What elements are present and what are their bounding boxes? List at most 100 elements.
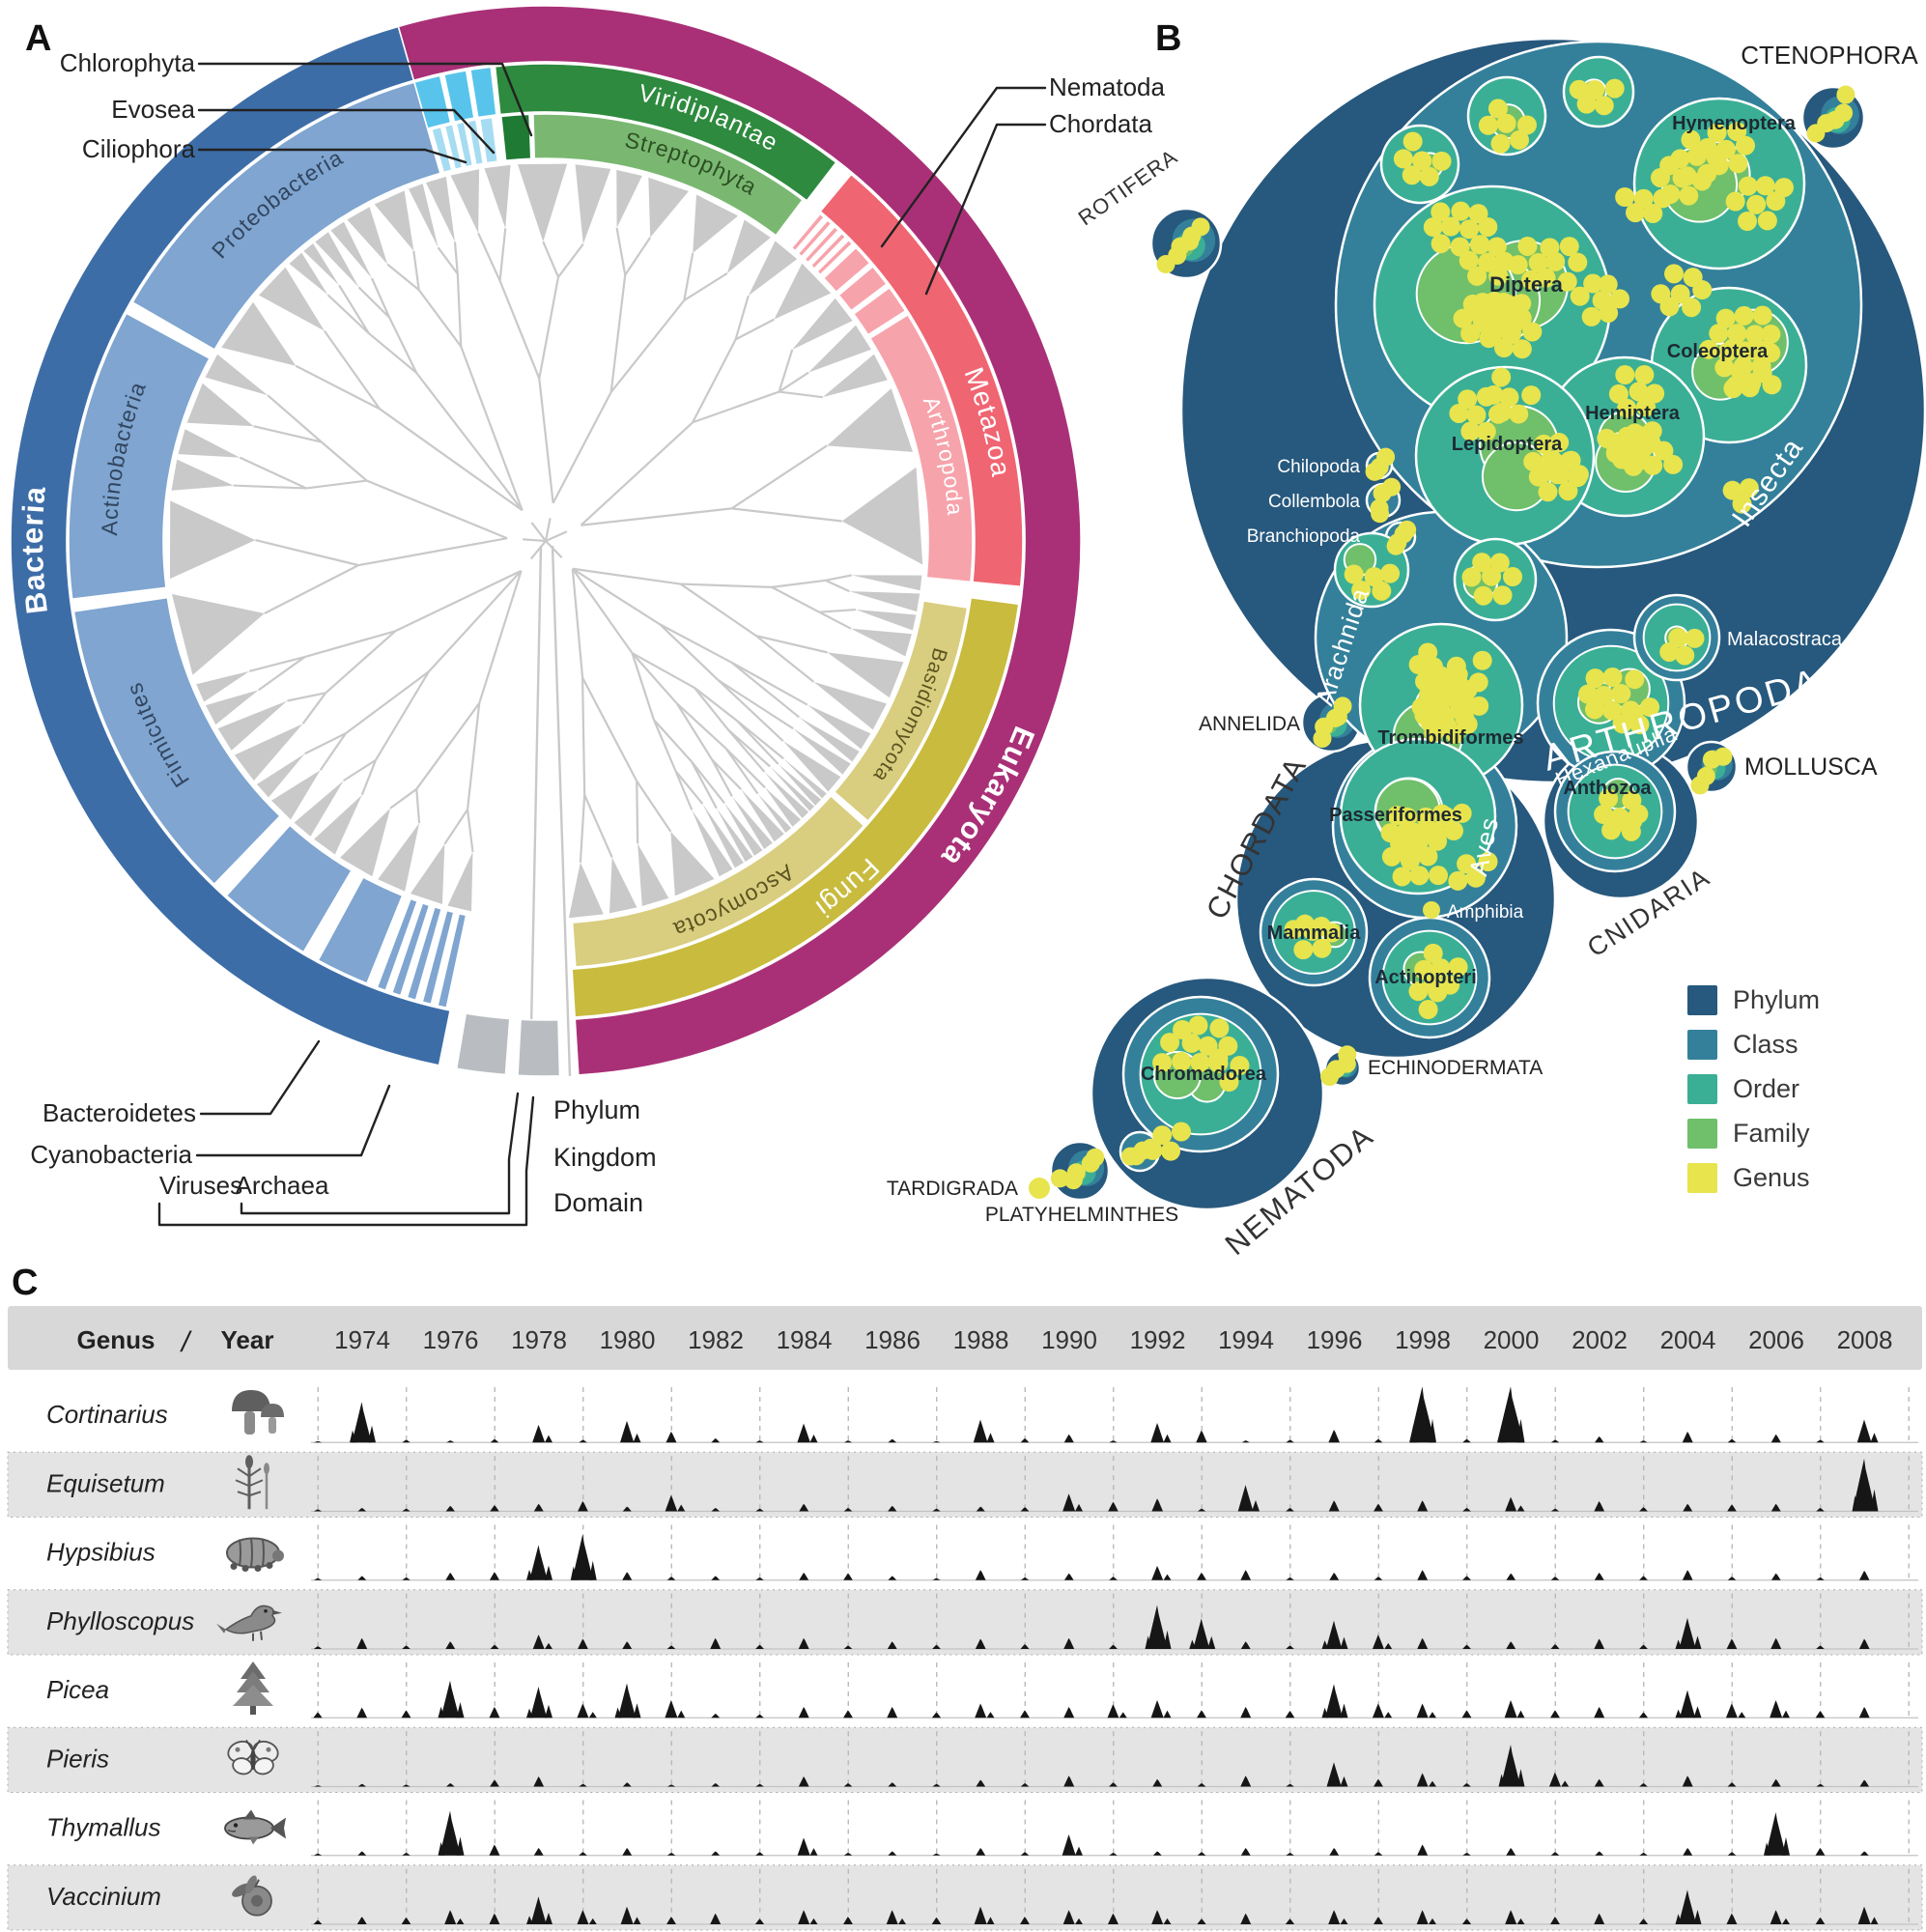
tree-branch (675, 702, 714, 761)
arc-protist-sliver (430, 126, 453, 174)
genus-dot (1423, 943, 1443, 963)
genus-dot (1602, 667, 1623, 687)
genus-dot (1418, 642, 1438, 663)
tree-clade (813, 681, 887, 730)
spike (1500, 1745, 1521, 1787)
label-Anthozoa: Anthozoa (1563, 778, 1652, 799)
spike (1815, 1711, 1826, 1719)
genus-dot (1496, 113, 1516, 133)
arc-Viruses (517, 1018, 561, 1077)
spike (1815, 1918, 1826, 1924)
tree-branch (478, 570, 523, 704)
series-Vaccinium (313, 1889, 1879, 1924)
genus-dot (1707, 123, 1727, 143)
spike (711, 1851, 721, 1856)
tree-clade (778, 764, 822, 806)
spike (888, 1576, 897, 1580)
tree-clade (827, 388, 914, 452)
spike-minor (1119, 1712, 1127, 1719)
callout-archaea: Archaea (236, 1171, 329, 1200)
spike-minor (438, 1706, 445, 1719)
spike (533, 1776, 545, 1787)
tree-branch (581, 676, 638, 782)
arc-Chordata (852, 286, 907, 336)
tree-branch (370, 277, 391, 319)
spike-minor (1075, 1846, 1083, 1856)
icon-tardigrade (226, 1537, 284, 1572)
tree-branch (368, 332, 417, 374)
spike (887, 1707, 898, 1719)
spike (1107, 1913, 1119, 1924)
genus-dot (1208, 1053, 1229, 1073)
spike (976, 1779, 986, 1787)
spike (1638, 1712, 1649, 1719)
genus-dot (1715, 139, 1736, 159)
genus-dot (1364, 567, 1384, 587)
arc-Cyanobacteria (317, 875, 404, 985)
spike (314, 1440, 323, 1443)
tree-clade (757, 793, 792, 834)
genus-dot (1372, 581, 1392, 601)
spike (1594, 1707, 1605, 1719)
tree-branch (477, 232, 501, 282)
tree-clade (294, 781, 344, 837)
genus-dot (1458, 389, 1478, 410)
arc-metazoa-sliver (815, 239, 854, 276)
spike (1286, 1577, 1294, 1580)
spike (578, 1638, 588, 1649)
genus-dot (1376, 447, 1396, 467)
tree-branch (338, 284, 370, 334)
spike-minor (1870, 1917, 1879, 1924)
tardigrade-icon-part (266, 1562, 273, 1569)
spike (710, 1913, 722, 1924)
spike (1550, 1439, 1560, 1443)
spike (357, 1851, 367, 1856)
spike (490, 1438, 499, 1443)
spike (619, 1420, 635, 1443)
spike (932, 1644, 941, 1649)
tree-branch (735, 318, 775, 341)
tree-clade (314, 795, 362, 855)
spike (665, 1494, 678, 1512)
spike (1285, 1918, 1295, 1924)
genus-dot (1152, 1125, 1173, 1146)
spike (711, 1438, 721, 1443)
tree-clade (221, 301, 297, 366)
genus-dot (1569, 465, 1589, 485)
panel-c: 1974 1976 1978 1980 1982 1984 1986 1988 1990 1992… (7, 1306, 1923, 1931)
spike (1462, 1783, 1471, 1787)
spike (313, 1919, 323, 1924)
panel-a: EukaryotaBacteriaMetazoaFungiViridiplant… (10, 5, 1082, 1077)
spike (1859, 1779, 1870, 1787)
spike (617, 1683, 637, 1719)
spike (1374, 1438, 1383, 1443)
genus-dot (1190, 1052, 1210, 1072)
spike (1461, 1918, 1472, 1924)
tree-branch (319, 732, 347, 771)
tree-clade (330, 221, 372, 279)
tree-clade (484, 164, 511, 229)
spike (1062, 1834, 1076, 1856)
ring-level-domain: Domain (553, 1188, 643, 1217)
tree-branch (538, 378, 554, 503)
arc-label-text: Bacteria (15, 484, 53, 615)
tree-branch (680, 582, 773, 588)
spike (932, 1783, 941, 1787)
tree-branch (683, 272, 728, 301)
spike (843, 1645, 853, 1649)
tree-branch (580, 421, 694, 526)
leader-cyanobacteria (195, 1084, 391, 1157)
genus-dot (1672, 168, 1692, 188)
spike (843, 1508, 853, 1512)
tree-branch (498, 228, 507, 281)
tree-clade (447, 851, 473, 912)
spike (577, 1910, 589, 1924)
label-branchiopoda: Branchiopoda (1247, 526, 1361, 547)
spike-minor (1163, 1630, 1172, 1649)
spike-minor (809, 1848, 818, 1856)
spike (533, 1848, 544, 1856)
spike (1151, 1498, 1163, 1512)
genus-dot (1380, 563, 1401, 583)
spike (1286, 1439, 1294, 1443)
tree-branch (730, 444, 828, 510)
